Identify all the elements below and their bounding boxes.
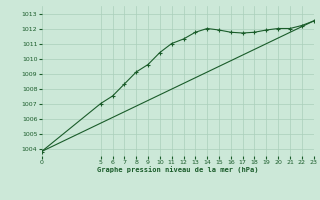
X-axis label: Graphe pression niveau de la mer (hPa): Graphe pression niveau de la mer (hPa) bbox=[97, 167, 258, 173]
